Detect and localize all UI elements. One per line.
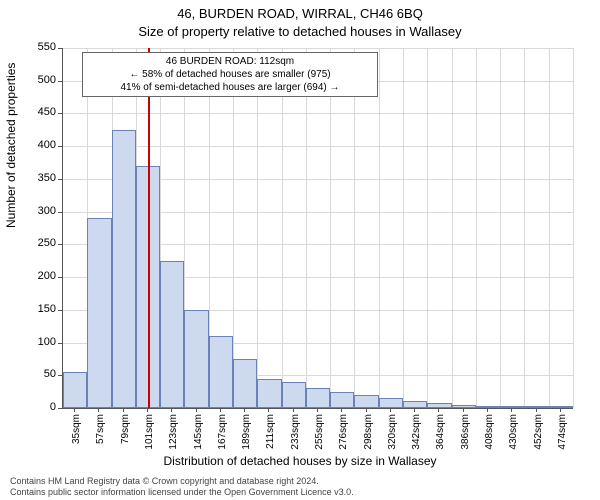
y-tick: 350 [16, 172, 56, 184]
page-title-sub: Size of property relative to detached ho… [0, 24, 600, 39]
histogram-bar [452, 405, 476, 408]
histogram-bar [549, 406, 573, 408]
y-tick: 50 [16, 368, 56, 380]
x-axis-label: Distribution of detached houses by size … [0, 454, 600, 468]
y-tick: 100 [16, 336, 56, 348]
histogram-bar [233, 359, 257, 408]
page-title-address: 46, BURDEN ROAD, WIRRAL, CH46 6BQ [0, 6, 600, 21]
y-tick: 500 [16, 74, 56, 86]
y-tick: 450 [16, 106, 56, 118]
y-tick: 400 [16, 139, 56, 151]
histogram-bar [354, 395, 378, 408]
y-tick: 300 [16, 205, 56, 217]
copyright-footer: Contains HM Land Registry data © Crown c… [10, 476, 354, 498]
annotation-box: 46 BURDEN ROAD: 112sqm← 58% of detached … [82, 52, 378, 97]
histogram-bar [379, 398, 403, 408]
histogram-bar [524, 406, 548, 408]
histogram-bar [160, 261, 184, 408]
histogram-bar [330, 392, 354, 408]
y-tick: 0 [16, 401, 56, 413]
y-tick: 250 [16, 237, 56, 249]
histogram-bar [282, 382, 306, 408]
y-tick: 200 [16, 270, 56, 282]
histogram-bar [209, 336, 233, 408]
y-tick: 550 [16, 41, 56, 53]
chart-plot-area [62, 48, 573, 409]
histogram-bar [257, 379, 281, 408]
histogram-bar [427, 403, 451, 408]
histogram-bar [184, 310, 208, 408]
histogram-bar [306, 388, 330, 408]
histogram-bar [63, 372, 87, 408]
histogram-bar [112, 130, 136, 408]
histogram-bar [403, 401, 427, 408]
histogram-bar [500, 406, 524, 408]
histogram-bar [87, 218, 111, 408]
subject-marker-line [148, 48, 150, 408]
y-tick: 150 [16, 303, 56, 315]
